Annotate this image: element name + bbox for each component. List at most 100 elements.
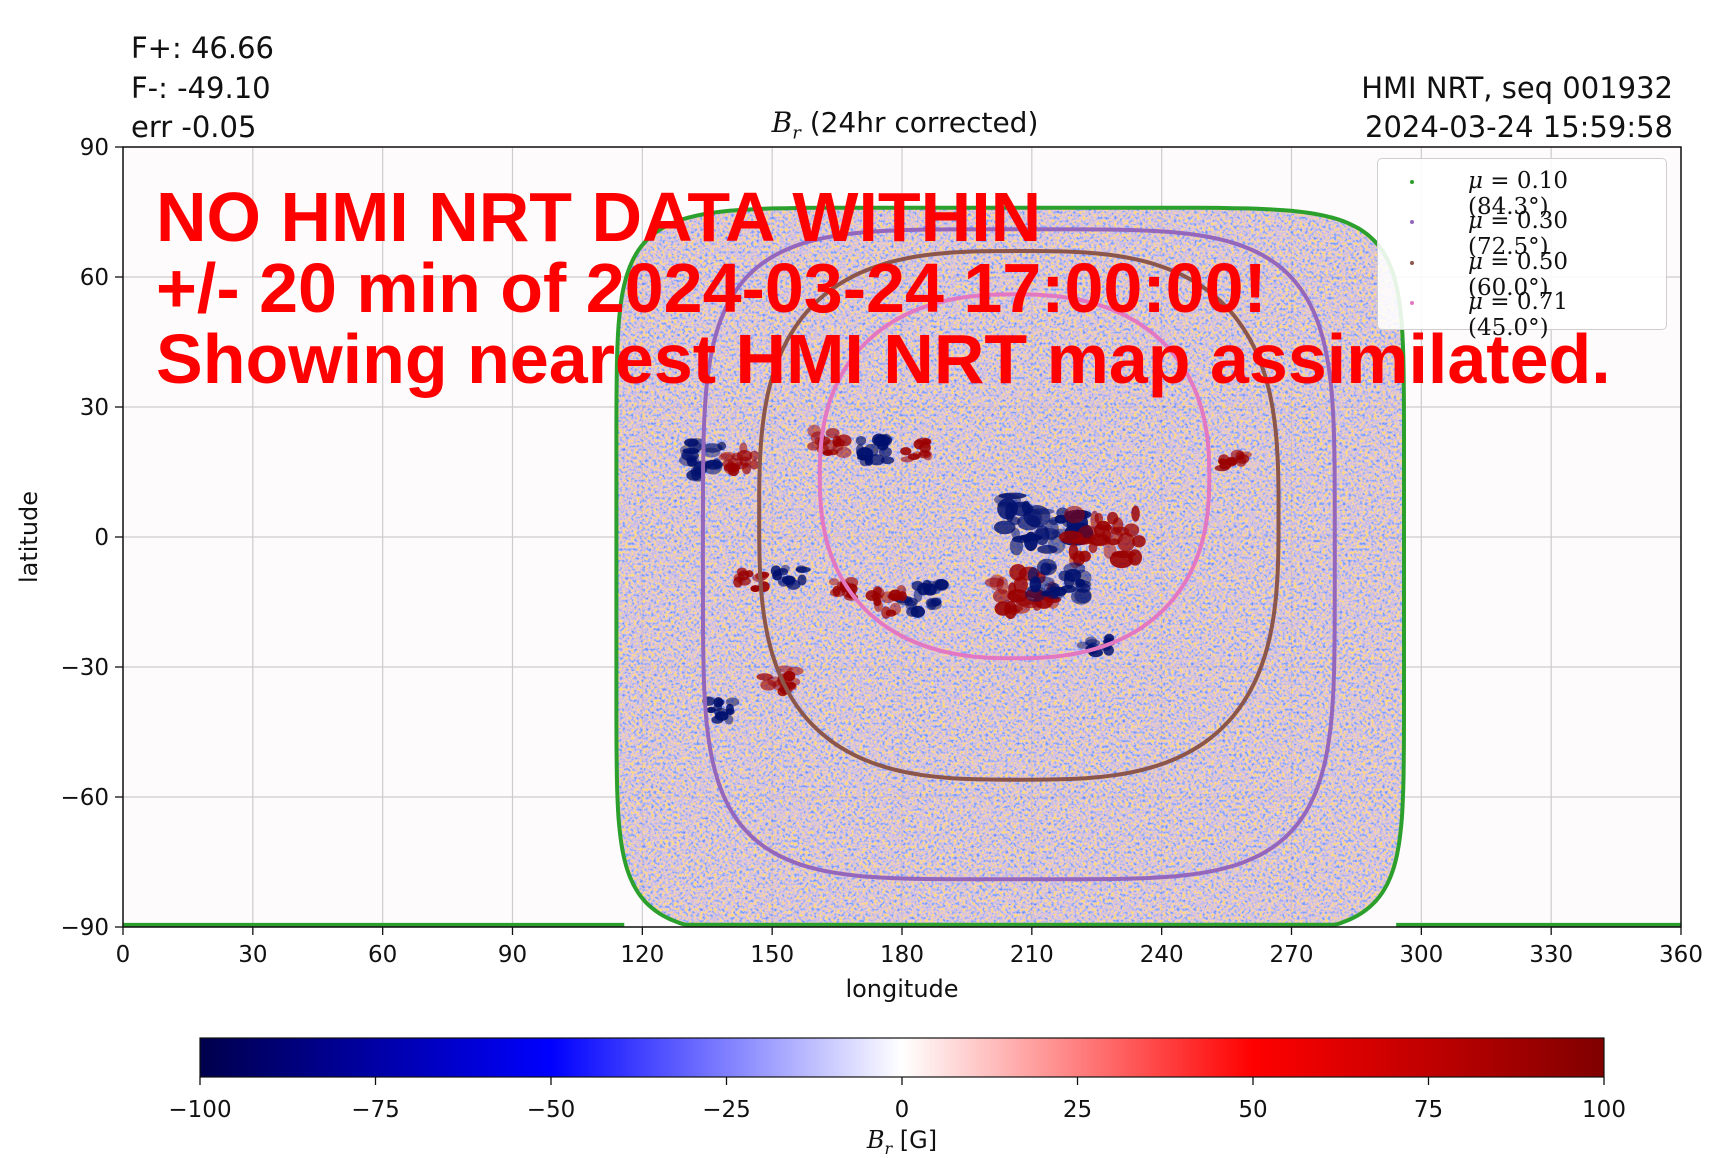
banner-line-2: +/- 20 min of 2024-03-24 17:00:00! xyxy=(156,249,1267,327)
colorbar-tick-label: 25 xyxy=(1063,1097,1092,1123)
banner-line-3: Showing nearest HMI NRT map assimilated. xyxy=(156,320,1611,398)
active-region-patch xyxy=(727,457,744,468)
x-tick-label: 180 xyxy=(880,942,924,968)
colorbar-units: [G] xyxy=(892,1126,938,1154)
x-tick-label: 210 xyxy=(1010,942,1054,968)
active-region-patch xyxy=(1226,458,1237,466)
active-region-patch xyxy=(996,576,1009,595)
active-region-patch xyxy=(1013,576,1028,594)
active-region-patch xyxy=(749,450,760,461)
colorbar-tick-label: −50 xyxy=(527,1097,576,1123)
active-region-patch xyxy=(927,599,942,610)
y-tick-label: −60 xyxy=(60,785,109,811)
active-region-patch xyxy=(1235,453,1250,464)
colorbar xyxy=(199,1037,1605,1078)
x-axis-ticks: 0 30 60 90 120 150 180 210 240 270 300 330 360 xyxy=(116,927,1703,968)
active-region-patch xyxy=(918,450,932,459)
active-region-patch xyxy=(749,459,759,470)
active-region-patch xyxy=(998,492,1027,500)
active-region-patch xyxy=(807,441,820,451)
active-region-patch xyxy=(880,456,895,465)
legend-value: = 0.50 (60.0°) xyxy=(1468,249,1569,301)
active-region-patch xyxy=(888,589,902,602)
legend-label: μ = 0.50 (60.0°) xyxy=(1468,249,1656,301)
x-tick-label: 330 xyxy=(1529,942,1573,968)
title-subscript: r xyxy=(792,122,801,144)
legend-marker xyxy=(1410,180,1414,184)
active-region-patch xyxy=(1102,524,1112,531)
mu-contour xyxy=(817,292,1212,661)
active-region-patch xyxy=(1094,512,1104,524)
active-region-patch xyxy=(992,589,1012,604)
active-region-patch xyxy=(780,564,790,573)
active-region-patch xyxy=(1070,588,1092,605)
active-region-patch xyxy=(1117,532,1135,552)
active-region-patch xyxy=(1044,586,1066,600)
active-region-patch xyxy=(797,574,807,586)
y-axis-label: latitude xyxy=(15,491,43,583)
active-region-patch xyxy=(880,436,893,443)
active-region-patch xyxy=(1048,517,1059,526)
mu-contour xyxy=(700,227,1337,882)
legend-marker xyxy=(1410,301,1414,305)
banner-line-1: NO HMI NRT DATA WITHIN xyxy=(156,178,1042,256)
colorbar-tick-label: 100 xyxy=(1582,1097,1626,1123)
active-region-patch xyxy=(1072,537,1093,545)
active-region-patch xyxy=(720,451,736,461)
active-region-patch xyxy=(733,573,745,583)
active-region-patch xyxy=(715,698,725,706)
data-source: HMI NRT, seq 001932 xyxy=(1361,71,1673,105)
legend-value: = 0.10 (84.3°) xyxy=(1468,168,1569,220)
active-region-patch xyxy=(913,439,924,450)
legend-item: μ = 0.71 (45.0°) xyxy=(1388,284,1656,341)
active-regions xyxy=(678,424,1252,725)
flux-error: err -0.05 xyxy=(131,110,257,144)
active-region-patch xyxy=(864,457,873,466)
mu-contour xyxy=(757,249,1281,782)
active-region-patch xyxy=(911,580,924,591)
active-region-patch xyxy=(1103,644,1114,656)
x-tick-label: 300 xyxy=(1399,942,1443,968)
legend-item: μ = 0.30 (72.5°) xyxy=(1388,203,1656,260)
active-region-patch xyxy=(828,578,839,586)
y-tick-label: 30 xyxy=(80,395,109,421)
active-region-patch xyxy=(881,606,891,619)
active-region-patch xyxy=(826,449,839,456)
legend-symbol: μ xyxy=(1468,208,1483,234)
colorbar-subscript: r xyxy=(884,1138,893,1158)
active-region-patch xyxy=(825,427,840,439)
active-region-patch xyxy=(718,453,734,462)
active-region-patch xyxy=(1032,576,1055,587)
active-region-patch xyxy=(1131,505,1140,522)
active-region-patch xyxy=(868,454,885,466)
legend-marker xyxy=(1410,220,1414,224)
y-tick-label: 90 xyxy=(80,135,109,161)
active-region-patch xyxy=(1009,537,1024,556)
x-tick-label: 30 xyxy=(238,942,267,968)
active-region-patch xyxy=(1110,526,1130,536)
active-region-patch xyxy=(1006,604,1024,613)
mu-contours xyxy=(123,205,1681,927)
x-tick-label: 270 xyxy=(1270,942,1314,968)
active-region-patch xyxy=(795,566,811,573)
active-region-patch xyxy=(756,673,773,681)
active-region-patch xyxy=(871,592,883,600)
active-region-patch xyxy=(1064,505,1086,524)
x-tick-label: 360 xyxy=(1659,942,1703,968)
active-region-patch xyxy=(760,679,777,691)
colorbar-tick-label: 75 xyxy=(1414,1097,1443,1123)
x-tick-label: 0 xyxy=(116,942,131,968)
x-tick-label: 90 xyxy=(498,942,527,968)
legend-item: μ = 0.50 (60.0°) xyxy=(1388,244,1656,301)
y-tick-label: −30 xyxy=(60,655,109,681)
active-region-patch xyxy=(725,703,734,715)
active-region-patch xyxy=(706,706,716,714)
legend-label: μ = 0.30 (72.5°) xyxy=(1468,208,1656,260)
active-region-patch xyxy=(904,597,918,607)
active-region-patch xyxy=(783,670,796,682)
field-wash xyxy=(616,207,1404,925)
x-tick-label: 240 xyxy=(1140,942,1184,968)
active-region-patch xyxy=(1028,508,1055,515)
legend-marker xyxy=(1410,261,1414,265)
